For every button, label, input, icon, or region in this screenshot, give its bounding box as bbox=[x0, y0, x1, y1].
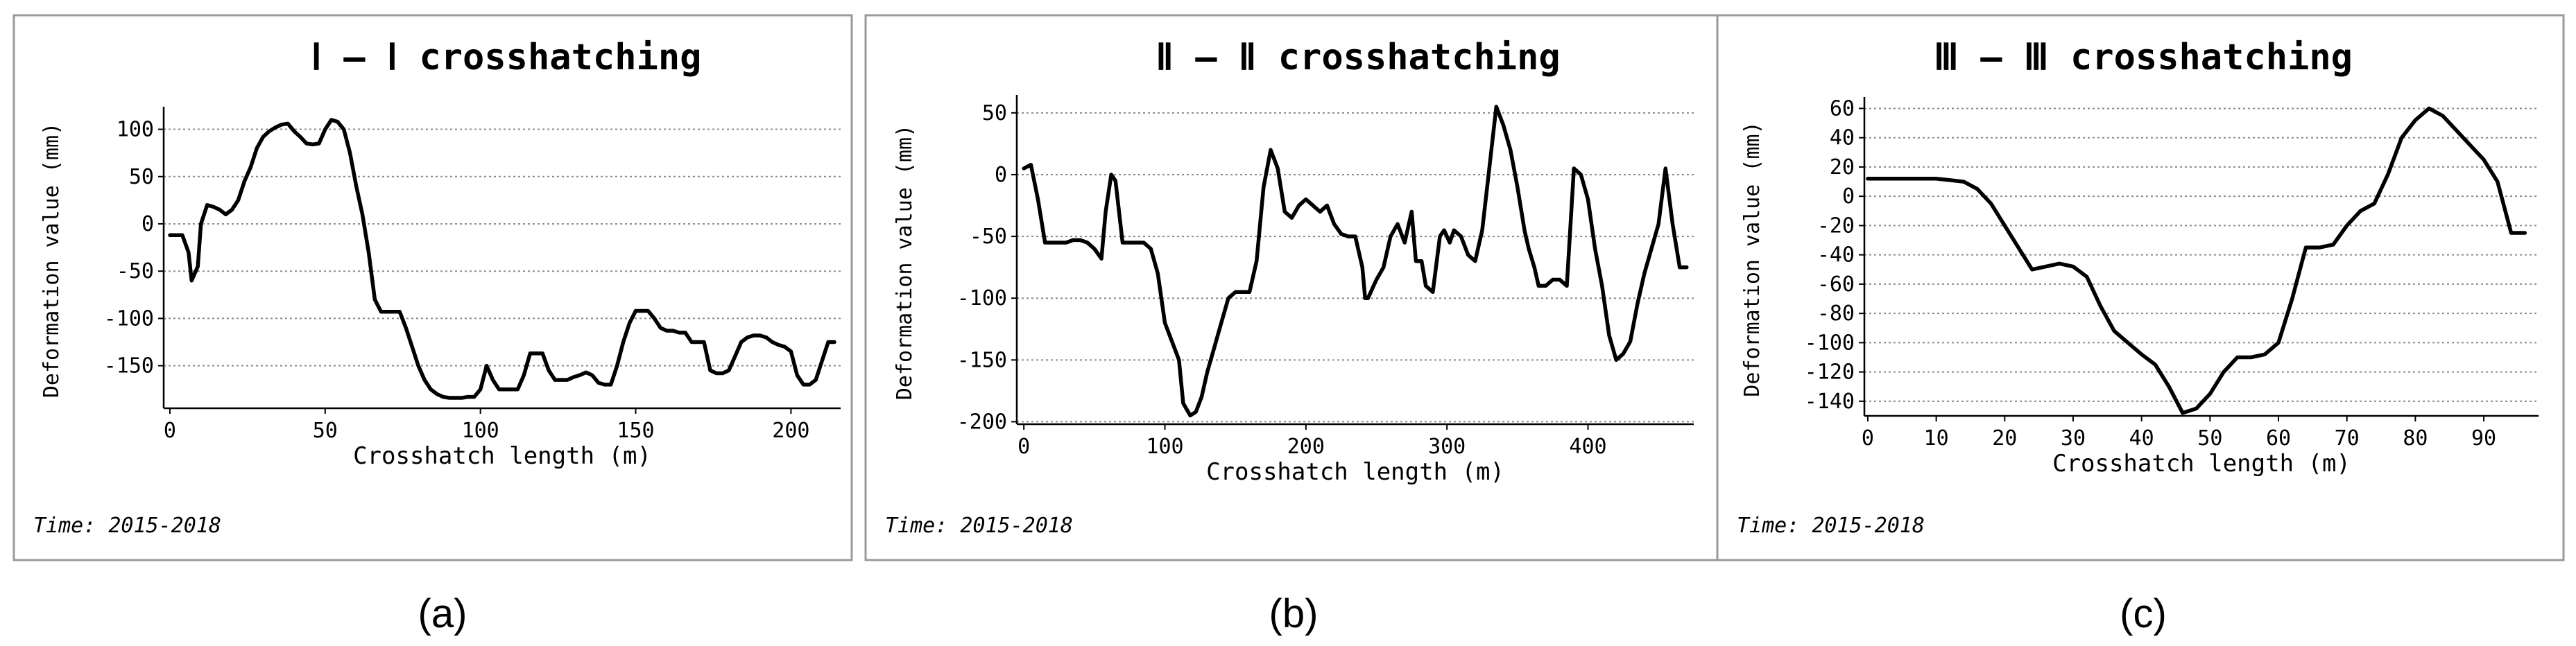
x-tick-label: 80 bbox=[2403, 426, 2428, 451]
x-axis-label: Crosshatch length (m) bbox=[353, 442, 651, 470]
x-tick-label: 20 bbox=[1992, 426, 2017, 451]
chart-title: Ⅱ – Ⅱ crosshatching bbox=[1156, 37, 1560, 78]
y-axis-label: Deformation value (mm) bbox=[40, 123, 64, 398]
panel-caption: (a) bbox=[418, 591, 467, 636]
x-tick-label: 50 bbox=[2197, 426, 2222, 451]
panel-border bbox=[1716, 14, 2565, 561]
y-tick-label: -100 bbox=[1805, 331, 1855, 355]
y-tick-label: -100 bbox=[104, 306, 154, 331]
y-tick-label: 0 bbox=[1842, 184, 1855, 209]
y-tick-label: -100 bbox=[957, 286, 1007, 311]
y-tick-label: -50 bbox=[117, 259, 154, 283]
x-tick-label: 200 bbox=[772, 419, 809, 443]
y-tick-label: -150 bbox=[957, 348, 1007, 372]
y-axis-label: Deformation value (mm) bbox=[893, 125, 917, 400]
x-tick-label: 70 bbox=[2335, 426, 2360, 451]
x-tick-label: 40 bbox=[2129, 426, 2154, 451]
x-tick-label: 200 bbox=[1287, 435, 1325, 459]
x-tick-label: 400 bbox=[1569, 435, 1606, 459]
y-tick-label: -20 bbox=[1817, 213, 1855, 238]
x-tick-label: 0 bbox=[1017, 435, 1030, 459]
y-tick-label: -60 bbox=[1817, 272, 1855, 297]
y-tick-label: 20 bbox=[1830, 155, 1855, 180]
x-tick-label: 0 bbox=[1862, 426, 1874, 451]
series-line bbox=[1866, 106, 2527, 415]
time-label: Time: 2015-2018 bbox=[885, 514, 1073, 538]
x-tick-label: 90 bbox=[2471, 426, 2496, 451]
y-tick-label: 100 bbox=[117, 118, 154, 142]
x-tick-label: 100 bbox=[462, 419, 499, 443]
series-line bbox=[168, 118, 836, 400]
panel-b: 50 0 -50 -100 -150 -200 0 100 200 300 400 Ⅱ – Ⅱ cro… bbox=[864, 14, 1719, 636]
y-tick-label: 0 bbox=[995, 163, 1007, 187]
x-tick-label: 60 bbox=[2266, 426, 2291, 451]
series-line bbox=[1022, 105, 1689, 418]
x-tick-label: 10 bbox=[1924, 426, 1949, 451]
panel-border bbox=[12, 14, 853, 561]
y-tick-label: 50 bbox=[982, 101, 1007, 125]
y-tick-label: 60 bbox=[1830, 96, 1855, 121]
chart-title: Ⅲ – Ⅲ crosshatching bbox=[1934, 37, 2353, 78]
x-axis-label: Crosshatch length (m) bbox=[1206, 458, 1504, 486]
panel-c: 60 40 20 0 -20 -40 -60 -80 -100 -120 -140 0 10 20 30 40… bbox=[1716, 14, 2565, 636]
x-tick-label: 100 bbox=[1146, 435, 1183, 459]
chart-title: Ⅰ – Ⅰ crosshatching bbox=[311, 37, 702, 78]
y-tick-label: -120 bbox=[1805, 360, 1855, 385]
y-tick-label: -150 bbox=[104, 354, 154, 378]
time-label: Time: 2015-2018 bbox=[1737, 514, 1925, 538]
x-tick-label: 300 bbox=[1428, 435, 1466, 459]
y-tick-label: -140 bbox=[1805, 390, 1855, 414]
x-axis-label: Crosshatch length (m) bbox=[2052, 450, 2351, 478]
y-tick-label: 0 bbox=[141, 212, 154, 236]
x-tick-label: 30 bbox=[2061, 426, 2086, 451]
x-tick-label: 150 bbox=[617, 419, 654, 443]
y-tick-label: 40 bbox=[1830, 126, 1855, 150]
panel-caption: (c) bbox=[2120, 591, 2167, 636]
panel-a: 100 50 0 -50 -100 -150 0 50 100 150 200 Ⅰ – Ⅰ cross… bbox=[12, 14, 853, 636]
time-label: Time: 2015-2018 bbox=[33, 514, 221, 538]
x-tick-label: 0 bbox=[164, 419, 176, 443]
y-tick-label: 50 bbox=[129, 165, 154, 189]
y-tick-label: -40 bbox=[1817, 243, 1855, 268]
panel-caption: (b) bbox=[1269, 591, 1319, 636]
x-tick-label: 50 bbox=[313, 419, 338, 443]
y-tick-label: -80 bbox=[1817, 302, 1855, 326]
y-tick-label: -200 bbox=[957, 410, 1007, 434]
y-axis-label: Deformation value (mm) bbox=[1740, 121, 1764, 396]
y-tick-label: -50 bbox=[970, 225, 1007, 249]
